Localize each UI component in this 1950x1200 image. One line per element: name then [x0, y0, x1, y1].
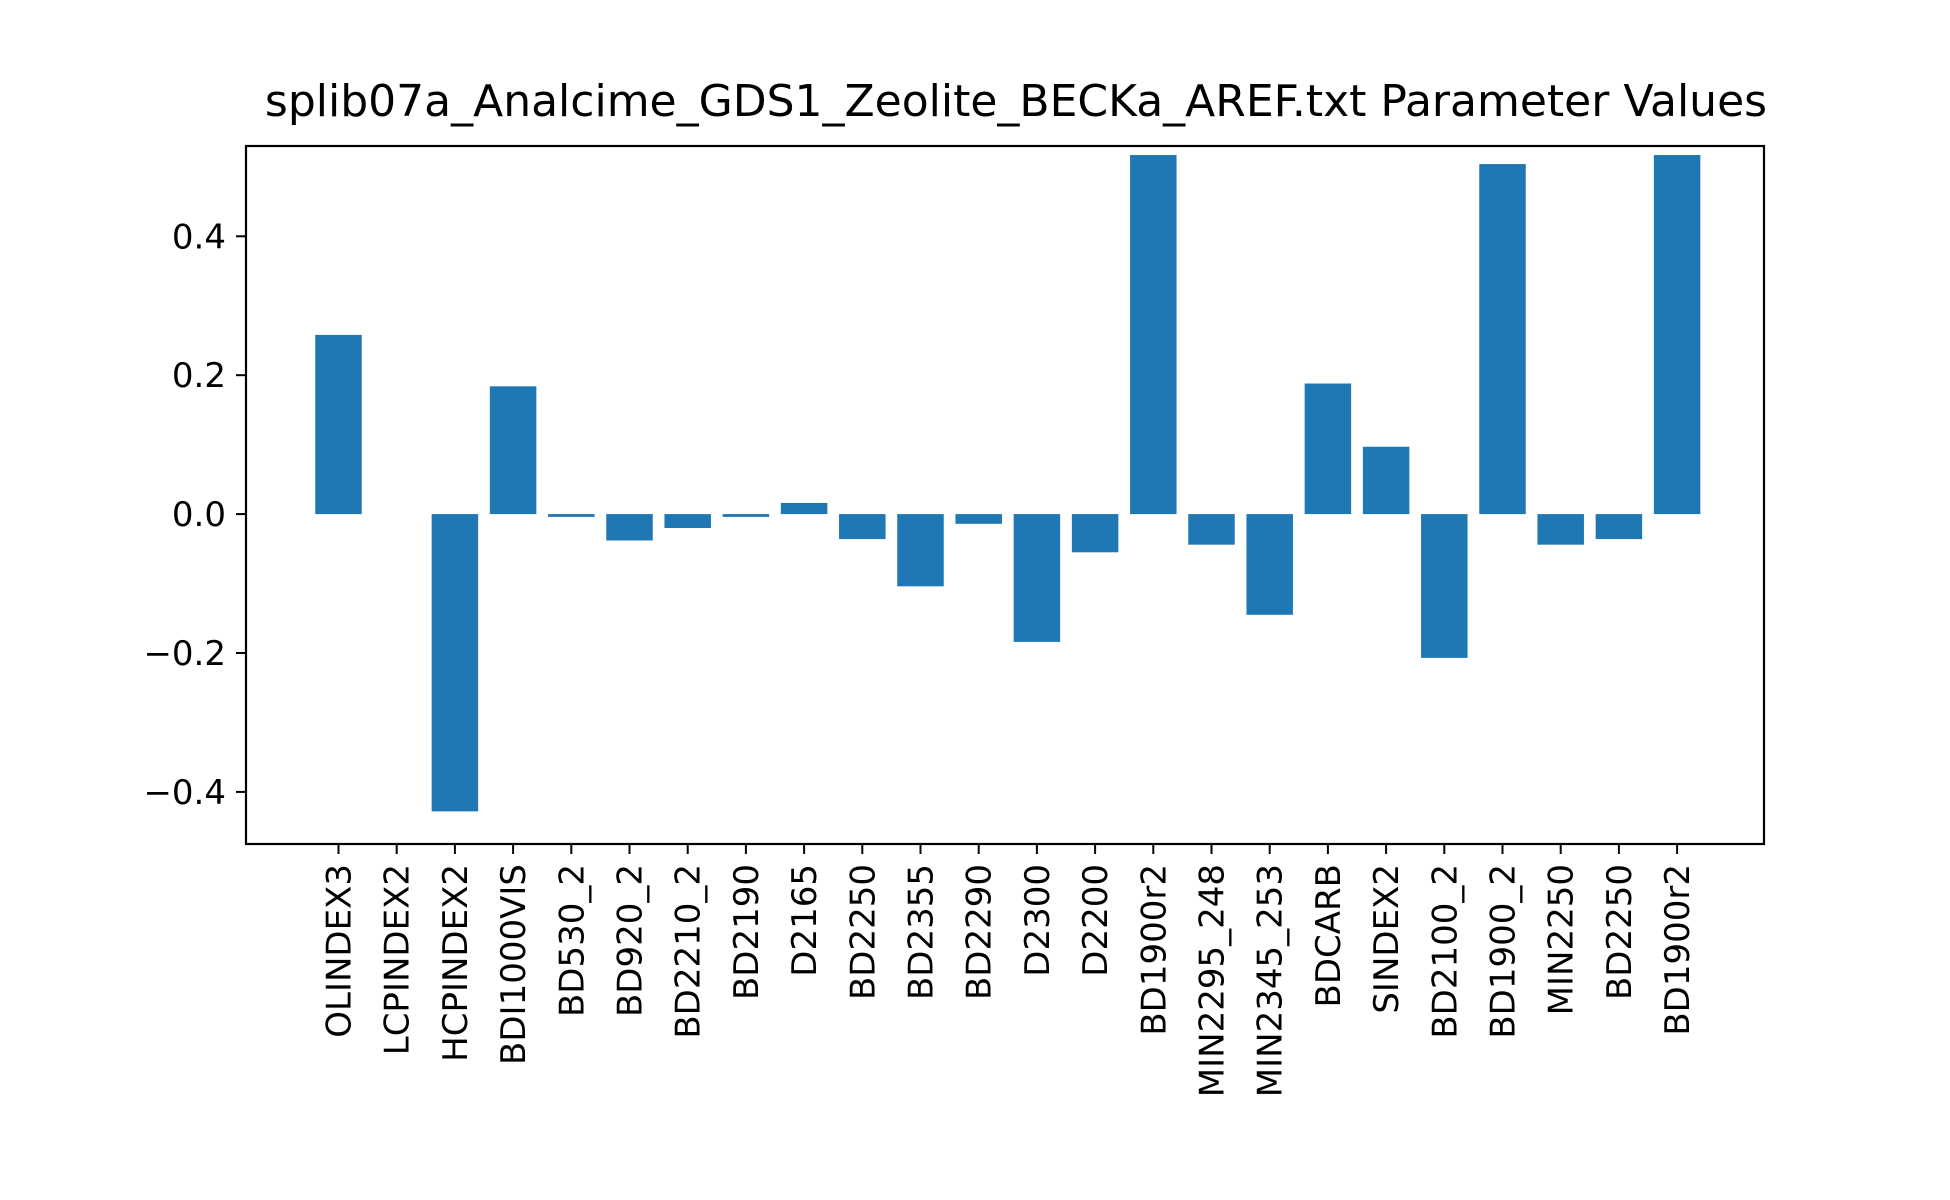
y-tick-label: −0.2 — [143, 634, 226, 674]
x-tick-label: BD530_2 — [552, 864, 592, 1017]
y-tick-label: −0.4 — [143, 773, 226, 813]
bar-22 — [1537, 514, 1584, 545]
x-tick-label: D2300 — [1018, 864, 1058, 977]
bar-24 — [1653, 155, 1701, 515]
x-tick-label: BDI1000VIS — [494, 864, 534, 1065]
x-tick-label: BD2100_2 — [1425, 864, 1465, 1039]
x-axis: OLINDEX3 LCPINDEX2 HCPINDEX2 BDI1000VIS BD53… — [320, 844, 1698, 1097]
x-tick-label: BD1900r2 — [1658, 864, 1698, 1036]
bar-13 — [1013, 514, 1061, 642]
x-tick-label: OLINDEX3 — [320, 864, 360, 1038]
bars-group — [315, 155, 1701, 812]
bar-11 — [897, 514, 944, 587]
bar-6 — [606, 514, 653, 541]
bar-17 — [1246, 514, 1293, 615]
chart-title: splib07a_Analcime_GDS1_Zeolite_BECKa_ARE… — [265, 76, 1767, 127]
x-tick-label: BDCARB — [1309, 864, 1349, 1007]
bar-18 — [1304, 383, 1352, 515]
bar-21 — [1479, 164, 1526, 515]
x-tick-label: LCPINDEX2 — [378, 864, 418, 1055]
x-tick-label: HCPINDEX2 — [436, 864, 476, 1062]
x-tick-label: BD2250 — [843, 864, 883, 1000]
bar-14 — [1071, 514, 1119, 553]
bar-8 — [722, 514, 770, 517]
y-tick-label: 0.0 — [172, 495, 226, 535]
bar-3 — [431, 514, 479, 812]
x-tick-label: BD1900r2 — [1134, 864, 1174, 1036]
bar-19 — [1362, 446, 1410, 515]
x-tick-label: MIN2295_248 — [1193, 864, 1233, 1097]
bar-16 — [1188, 514, 1235, 545]
bar-20 — [1421, 514, 1468, 658]
x-tick-label: BD2250 — [1600, 864, 1640, 1000]
bar-4 — [489, 386, 537, 515]
bar-7 — [664, 514, 711, 528]
x-tick-label: BD2190 — [727, 864, 767, 1000]
y-tick-label: 0.2 — [172, 356, 226, 396]
bar-23 — [1595, 514, 1643, 540]
x-tick-label: D2200 — [1076, 864, 1116, 977]
bar-15 — [1130, 155, 1177, 515]
x-tick-label: MIN2250 — [1542, 864, 1582, 1015]
bar-1 — [315, 334, 362, 515]
bar-12 — [955, 514, 1002, 524]
x-tick-label: D2165 — [785, 864, 825, 977]
x-tick-label: BD2210_2 — [669, 864, 709, 1039]
x-tick-label: SINDEX2 — [1367, 864, 1407, 1014]
x-tick-label: BD920_2 — [611, 864, 651, 1017]
bar-9 — [780, 502, 828, 515]
x-tick-label: BD1900_2 — [1484, 864, 1524, 1039]
plot-frame — [244, 144, 1766, 846]
x-tick-label: MIN2345_253 — [1251, 864, 1291, 1097]
bar-10 — [839, 514, 886, 540]
bar-5 — [548, 514, 595, 517]
x-tick-label: BD2290 — [960, 864, 1000, 1000]
x-tick-label: BD2355 — [902, 864, 942, 1000]
y-tick-label: 0.4 — [172, 217, 226, 257]
y-axis: −0.4 −0.2 0.0 0.2 0.4 — [143, 217, 246, 813]
